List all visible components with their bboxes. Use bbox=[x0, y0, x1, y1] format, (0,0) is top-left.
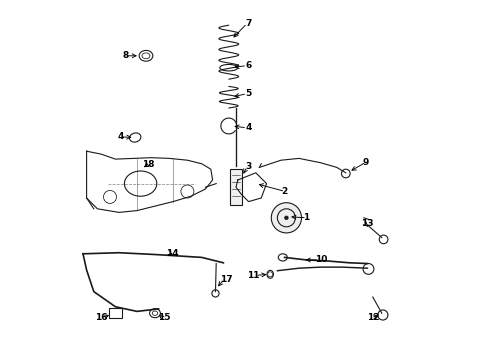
Text: 1: 1 bbox=[303, 213, 309, 222]
Text: 6: 6 bbox=[245, 61, 251, 70]
Text: 11: 11 bbox=[247, 271, 259, 280]
Text: 10: 10 bbox=[315, 256, 328, 264]
Text: 15: 15 bbox=[158, 313, 171, 322]
Text: 14: 14 bbox=[167, 249, 179, 258]
Text: 12: 12 bbox=[367, 313, 379, 322]
Text: 8: 8 bbox=[123, 51, 129, 60]
Text: 17: 17 bbox=[220, 275, 232, 284]
Text: 4: 4 bbox=[118, 132, 124, 141]
Text: 7: 7 bbox=[245, 19, 251, 28]
Circle shape bbox=[271, 203, 301, 233]
FancyBboxPatch shape bbox=[230, 169, 242, 205]
Text: 5: 5 bbox=[245, 89, 251, 98]
Text: 3: 3 bbox=[245, 162, 251, 171]
Circle shape bbox=[285, 216, 288, 220]
Text: 4: 4 bbox=[245, 123, 251, 132]
Text: 18: 18 bbox=[143, 161, 155, 170]
Text: 16: 16 bbox=[95, 313, 107, 322]
Text: 13: 13 bbox=[361, 220, 373, 229]
Text: 2: 2 bbox=[281, 187, 287, 196]
Text: 9: 9 bbox=[362, 158, 368, 166]
